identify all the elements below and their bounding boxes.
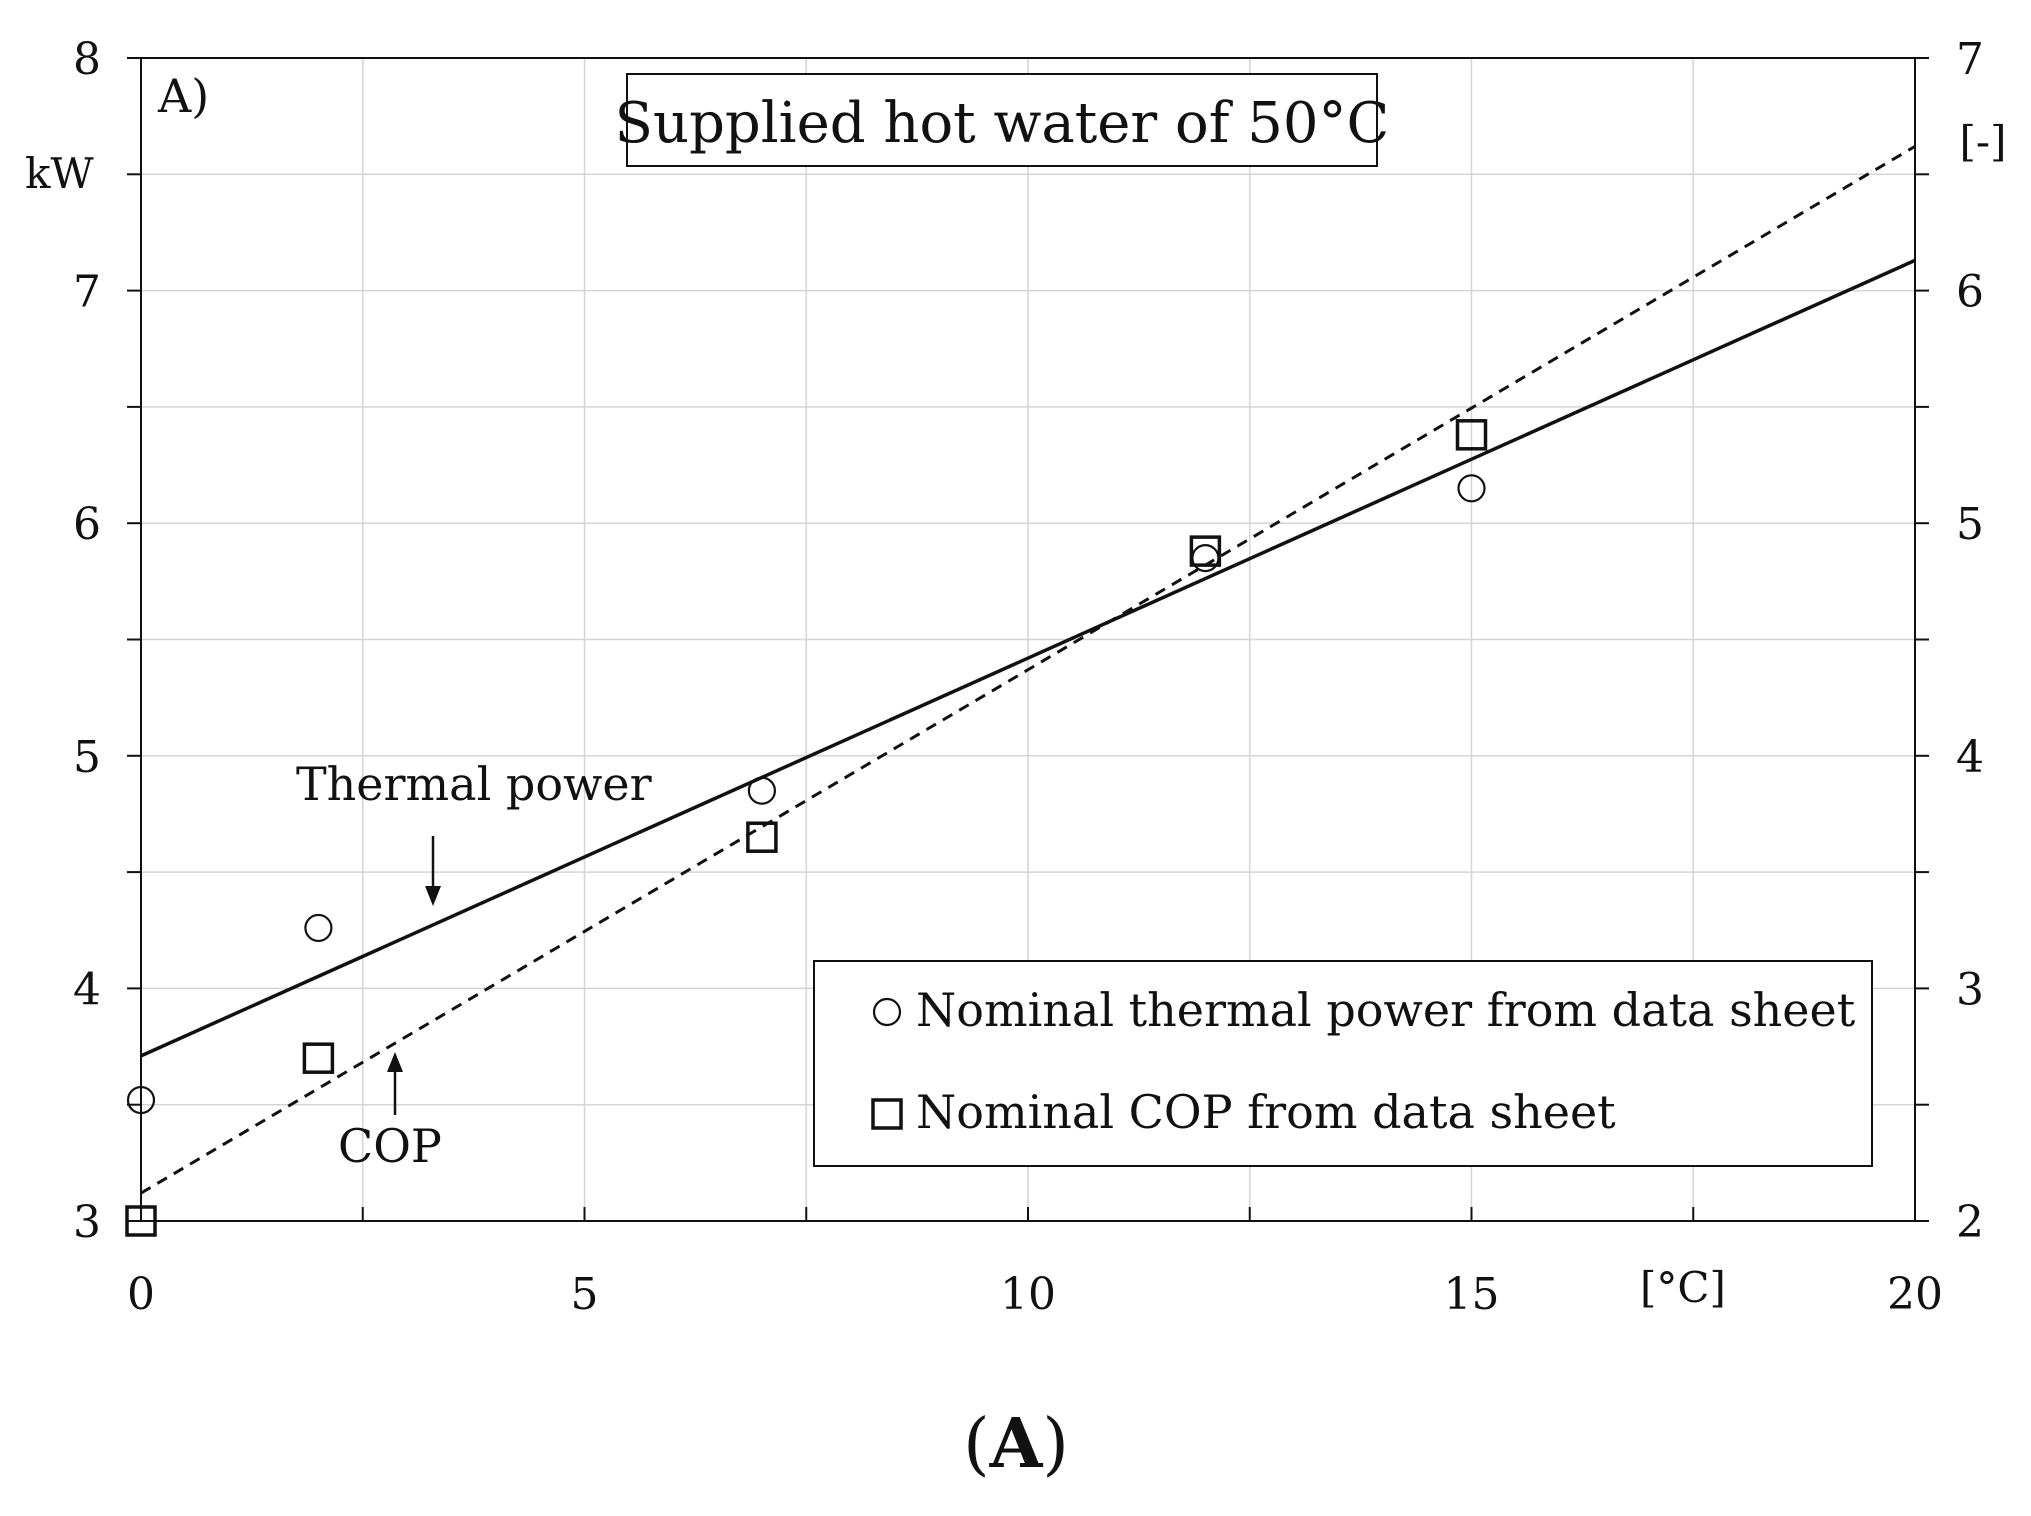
- annotation-cop: COP: [338, 1119, 442, 1173]
- data-markers: [125, 419, 1488, 1237]
- annotation-thermal-power: Thermal power: [296, 757, 652, 811]
- y-right-tick-label: 6: [1956, 267, 1984, 318]
- y-left-tick-label: 5: [73, 732, 101, 783]
- x-tick-label: 10: [1000, 1269, 1056, 1320]
- thermal-power-point: [126, 1085, 156, 1115]
- legend-label-cop: Nominal COP from data sheet: [916, 1085, 1616, 1139]
- fit-lines: [140, 145, 1916, 1195]
- thermal-power-point: [1457, 474, 1486, 503]
- cop-point: [302, 1042, 335, 1074]
- y-right-tick-label: 4: [1956, 732, 1984, 783]
- thermal-power-point: [304, 913, 333, 943]
- y-left-tick-label: 7: [73, 267, 101, 318]
- y-right-tick-label: 7: [1956, 34, 1984, 85]
- x-tick-label: 20: [1887, 1269, 1943, 1320]
- y-right-tick-label: 5: [1956, 499, 1984, 550]
- x-unit-label: [°C]: [1640, 1263, 1726, 1312]
- title-box-frame: [626, 73, 1378, 167]
- legend-square-marker: [871, 1098, 903, 1130]
- chart-title: Supplied hot water of 50°C: [615, 91, 1390, 156]
- figure-caption: (A): [963, 1404, 1069, 1484]
- cop-point: [125, 1205, 157, 1237]
- legend-frame: [813, 960, 1873, 1167]
- annotations: Thermal power COP: [296, 757, 652, 1173]
- fit-line-cop: [140, 145, 1916, 1195]
- legend: Nominal thermal power from data sheet No…: [813, 960, 1873, 1167]
- chart-title-box: Supplied hot water of 50°C: [615, 73, 1390, 167]
- y-right-tick-label: 3: [1956, 964, 1984, 1015]
- y-left-tick-label: 4: [73, 964, 101, 1015]
- cop-point: [746, 821, 778, 853]
- y-right-tick-label: 2: [1956, 1197, 1984, 1248]
- caption-letter: A: [989, 1404, 1044, 1484]
- x-tick-label: 5: [571, 1269, 599, 1320]
- y-left-tick-label: 8: [73, 34, 101, 85]
- thermal-power-point: [1191, 543, 1220, 573]
- arrowhead-thermal-power: [425, 886, 441, 906]
- x-tick-label: 15: [1444, 1269, 1500, 1320]
- cop-point: [1455, 419, 1488, 451]
- cop-point: [1189, 535, 1222, 567]
- y-left-tick-label: 6: [73, 499, 101, 550]
- arrowhead-cop: [387, 1052, 403, 1072]
- x-tick-label: 0: [127, 1269, 155, 1320]
- y-left-unit-label: kW: [25, 149, 94, 198]
- y-right-unit-label: [-]: [1960, 117, 2007, 166]
- legend-circle-marker: [872, 997, 902, 1027]
- panel-label: A): [157, 69, 209, 123]
- axes: [127, 57, 1929, 1222]
- caption-open: (: [963, 1405, 990, 1484]
- thermal-power-point: [747, 776, 777, 805]
- grid: [141, 58, 1915, 1221]
- legend-label-thermal-power: Nominal thermal power from data sheet: [916, 983, 1856, 1037]
- tick-labels: 3 4 5 6 7 8 2 3 4 5 6 7 0 5 10 15 20: [73, 34, 1984, 1320]
- fit-line-thermal-power: [140, 258, 1916, 1058]
- y-left-tick-label: 3: [73, 1197, 101, 1248]
- caption-close: ): [1042, 1405, 1069, 1484]
